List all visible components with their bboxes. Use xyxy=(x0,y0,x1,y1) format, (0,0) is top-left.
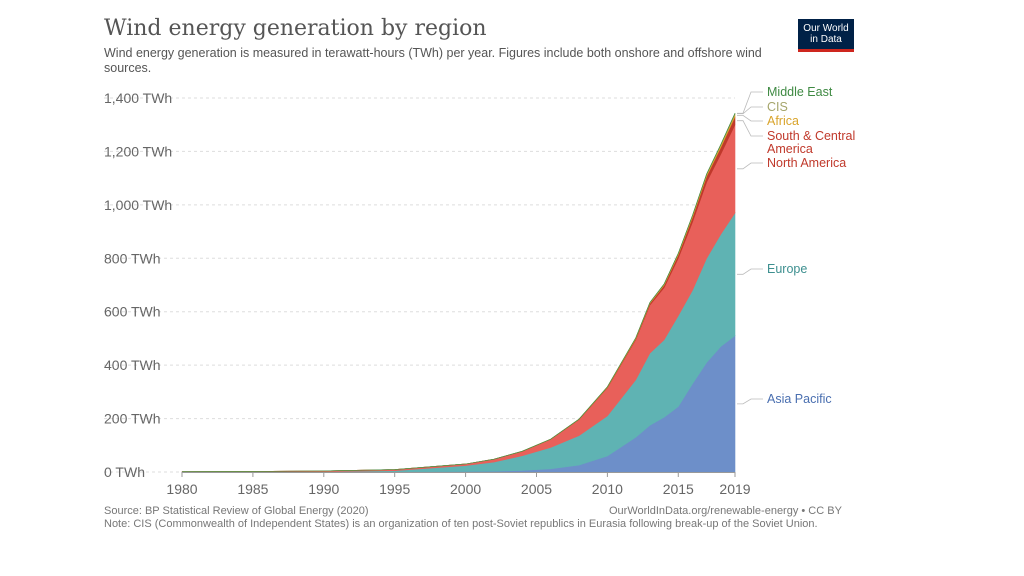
source-note: Source: BP Statistical Review of Global … xyxy=(104,505,369,517)
label-leader-line xyxy=(737,120,763,137)
series-label-line: North America xyxy=(767,156,846,170)
series-label-middle-east: Middle East xyxy=(767,85,833,99)
area-middle-east xyxy=(181,112,736,473)
y-tick-label: 400 TWh xyxy=(104,357,161,373)
label-leader-line xyxy=(737,106,763,115)
series-label-europe: Europe xyxy=(767,262,807,276)
footnote: Note: CIS (Commonwealth of Independent S… xyxy=(104,518,818,530)
series-label-line: America xyxy=(767,142,813,156)
y-tick-label: 800 TWh xyxy=(104,250,161,266)
x-tick-label: 2010 xyxy=(592,481,623,497)
x-tick-label: 1990 xyxy=(308,481,339,497)
x-tick-label: 1980 xyxy=(166,481,197,497)
chart-title: Wind energy generation by region xyxy=(104,16,487,41)
series-label-line: Europe xyxy=(767,262,807,276)
label-leader-line xyxy=(737,162,763,170)
x-tick-label: 1995 xyxy=(379,481,410,497)
series-label-asia-pacific: Asia Pacific xyxy=(767,392,832,406)
x-tick-label: 2000 xyxy=(450,481,481,497)
series-label-line: Asia Pacific xyxy=(767,392,832,406)
label-leader-line xyxy=(737,268,763,275)
label-leader-line xyxy=(737,91,763,114)
label-leader-line xyxy=(737,398,763,405)
series-label-line: South & Central xyxy=(767,129,855,143)
owid-logo[interactable]: Our World in Data xyxy=(798,19,854,52)
series-label-line: Middle East xyxy=(767,85,833,99)
y-tick-label: 1,000 TWh xyxy=(104,197,172,213)
owid-logo-text: Our World in Data xyxy=(803,23,849,45)
series-label-south-central-america: South & Central America xyxy=(767,129,855,156)
y-tick-label: 200 TWh xyxy=(104,411,161,427)
series-label-line: Africa xyxy=(767,114,799,128)
source-url-link[interactable]: OurWorldInData.org/renewable-energy • CC… xyxy=(609,505,842,517)
y-tick-label: 0 TWh xyxy=(104,464,145,480)
series-label-africa: Africa xyxy=(767,114,799,128)
y-tick-label: 1,200 TWh xyxy=(104,143,172,159)
chart-subtitle: Wind energy generation is measured in te… xyxy=(104,46,762,75)
label-leader-line xyxy=(737,114,763,122)
y-tick-label: 600 TWh xyxy=(104,304,161,320)
x-tick-label: 1985 xyxy=(237,481,268,497)
x-tick-label: 2015 xyxy=(663,481,694,497)
series-label-north-america: North America xyxy=(767,156,846,170)
y-tick-label: 1,400 TWh xyxy=(104,90,172,106)
series-label-line: CIS xyxy=(767,100,788,114)
series-label-cis: CIS xyxy=(767,100,788,114)
x-tick-label: 2005 xyxy=(521,481,552,497)
x-tick-label: 2019 xyxy=(719,481,750,497)
